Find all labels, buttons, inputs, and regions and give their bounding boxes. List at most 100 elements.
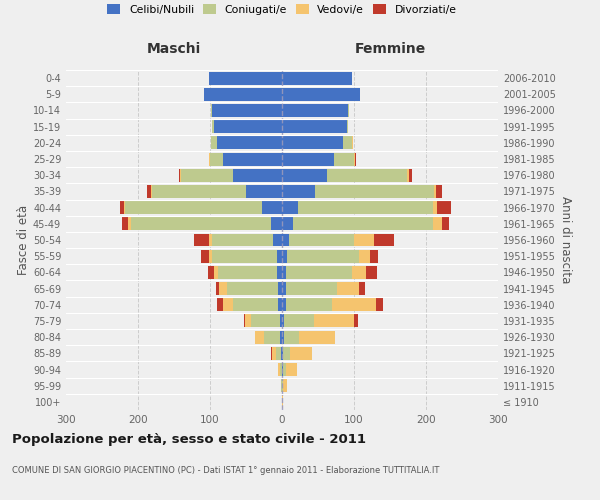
Bar xyxy=(282,218,293,230)
Bar xyxy=(282,120,347,133)
Bar xyxy=(152,185,246,198)
Bar xyxy=(283,363,286,376)
Bar xyxy=(277,250,282,262)
Bar xyxy=(299,330,335,344)
Bar xyxy=(354,152,355,166)
Text: Femmine: Femmine xyxy=(355,42,425,56)
Bar xyxy=(204,88,282,101)
Bar xyxy=(244,314,245,328)
Bar xyxy=(433,218,442,230)
Bar xyxy=(264,330,280,344)
Bar xyxy=(311,347,312,360)
Bar xyxy=(281,347,282,360)
Bar xyxy=(343,136,352,149)
Bar xyxy=(298,201,433,214)
Bar xyxy=(354,314,358,328)
Bar xyxy=(352,266,366,279)
Bar xyxy=(376,298,383,311)
Bar xyxy=(181,169,233,181)
Bar xyxy=(282,379,283,392)
Bar xyxy=(274,234,282,246)
Bar xyxy=(282,266,286,279)
Bar xyxy=(348,104,349,117)
Bar xyxy=(286,266,352,279)
Bar xyxy=(286,298,332,311)
Bar xyxy=(254,330,256,344)
Bar xyxy=(217,298,223,311)
Bar xyxy=(218,266,277,279)
Bar xyxy=(289,234,354,246)
Bar xyxy=(220,282,227,295)
Bar xyxy=(433,201,437,214)
Bar xyxy=(332,298,376,311)
Bar xyxy=(251,314,280,328)
Bar xyxy=(437,201,451,214)
Bar xyxy=(359,282,365,295)
Bar xyxy=(217,136,282,149)
Bar xyxy=(326,169,407,181)
Bar xyxy=(179,169,181,181)
Bar xyxy=(216,282,220,295)
Bar xyxy=(272,347,276,360)
Bar xyxy=(211,104,212,117)
Bar xyxy=(148,185,151,198)
Bar xyxy=(282,250,287,262)
Bar xyxy=(286,282,337,295)
Legend: Celibi/Nubili, Coniugati/e, Vedovi/e, Divorziati/e: Celibi/Nubili, Coniugati/e, Vedovi/e, Di… xyxy=(107,4,457,14)
Bar xyxy=(283,379,287,392)
Bar xyxy=(278,282,282,295)
Bar xyxy=(284,330,299,344)
Bar xyxy=(315,185,434,198)
Bar xyxy=(202,250,209,262)
Bar xyxy=(352,136,353,149)
Bar xyxy=(210,152,223,166)
Bar xyxy=(334,152,354,166)
Bar xyxy=(359,250,370,262)
Bar xyxy=(233,298,278,311)
Bar xyxy=(282,396,283,408)
Bar xyxy=(282,152,334,166)
Bar xyxy=(276,347,281,360)
Bar xyxy=(124,201,125,214)
Text: Maschi: Maschi xyxy=(147,42,201,56)
Bar xyxy=(280,314,282,328)
Bar xyxy=(282,185,315,198)
Bar xyxy=(355,152,356,166)
Bar xyxy=(212,234,274,246)
Bar xyxy=(282,298,286,311)
Bar xyxy=(194,234,209,246)
Bar xyxy=(354,234,374,246)
Bar xyxy=(209,250,212,262)
Bar xyxy=(209,234,212,246)
Text: Popolazione per età, sesso e stato civile - 2011: Popolazione per età, sesso e stato civil… xyxy=(12,432,366,446)
Bar xyxy=(122,218,128,230)
Bar xyxy=(409,169,412,181)
Bar xyxy=(151,185,152,198)
Bar xyxy=(282,234,289,246)
Bar xyxy=(278,363,280,376)
Bar xyxy=(282,104,348,117)
Bar xyxy=(282,282,286,295)
Y-axis label: Anni di nascita: Anni di nascita xyxy=(559,196,572,284)
Bar xyxy=(282,363,283,376)
Bar xyxy=(434,185,436,198)
Bar xyxy=(278,298,282,311)
Bar xyxy=(280,363,282,376)
Bar xyxy=(131,218,271,230)
Bar xyxy=(212,120,214,133)
Bar xyxy=(281,379,282,392)
Bar xyxy=(120,201,124,214)
Bar xyxy=(209,152,210,166)
Bar xyxy=(282,201,298,214)
Y-axis label: Fasce di età: Fasce di età xyxy=(17,205,30,275)
Bar xyxy=(262,201,282,214)
Bar xyxy=(370,250,379,262)
Bar xyxy=(271,218,282,230)
Bar xyxy=(246,185,282,198)
Bar xyxy=(227,282,278,295)
Bar xyxy=(436,185,442,198)
Bar xyxy=(314,314,354,328)
Bar xyxy=(233,169,282,181)
Bar xyxy=(287,250,359,262)
Bar xyxy=(347,120,348,133)
